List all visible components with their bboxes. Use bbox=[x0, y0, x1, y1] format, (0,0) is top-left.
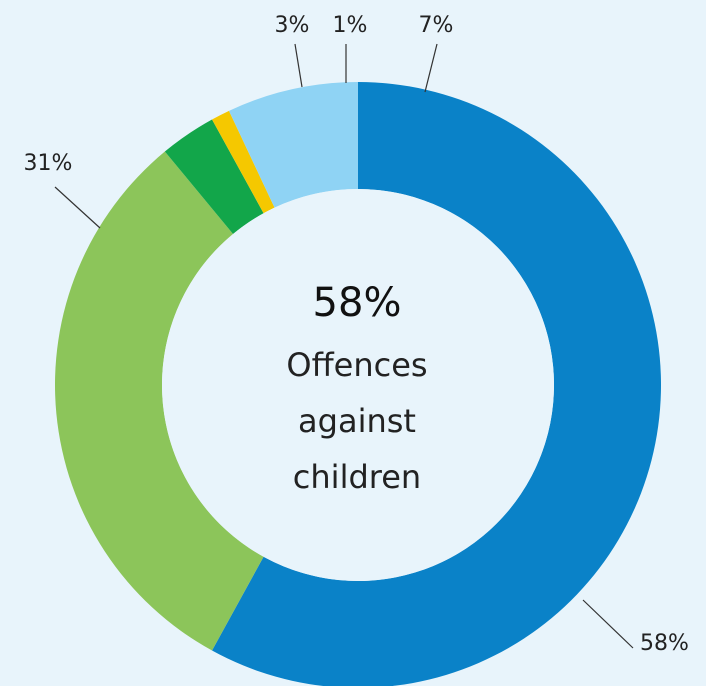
donut-slice-5 bbox=[228, 82, 358, 208]
donut-slices bbox=[54, 82, 661, 686]
center-caption-line-3: children bbox=[293, 458, 421, 496]
slice-label-4: 1% bbox=[333, 13, 368, 38]
center-caption-line-2: against bbox=[298, 402, 416, 440]
donut-slice-3 bbox=[164, 119, 264, 234]
donut-slice-1 bbox=[212, 82, 661, 686]
slice-label-1: 58% bbox=[640, 631, 689, 656]
donut-hole bbox=[162, 189, 554, 581]
slice-label-2: 31% bbox=[24, 151, 73, 176]
slice-label-3: 3% bbox=[275, 13, 310, 38]
center-value: 58% bbox=[313, 280, 402, 326]
leader-line-5 bbox=[424, 43, 438, 93]
leader-lines bbox=[54, 43, 634, 649]
donut-slice-2 bbox=[54, 151, 264, 651]
donut-slice-4 bbox=[212, 110, 275, 214]
leader-line-1 bbox=[582, 599, 634, 649]
slice-labels: 58% 31% 3% 1% 7% bbox=[24, 13, 689, 656]
center-caption-line-1: Offences bbox=[286, 346, 427, 384]
leader-line-2 bbox=[54, 186, 101, 229]
leader-line-3 bbox=[294, 43, 303, 88]
slice-label-5: 7% bbox=[419, 13, 454, 38]
